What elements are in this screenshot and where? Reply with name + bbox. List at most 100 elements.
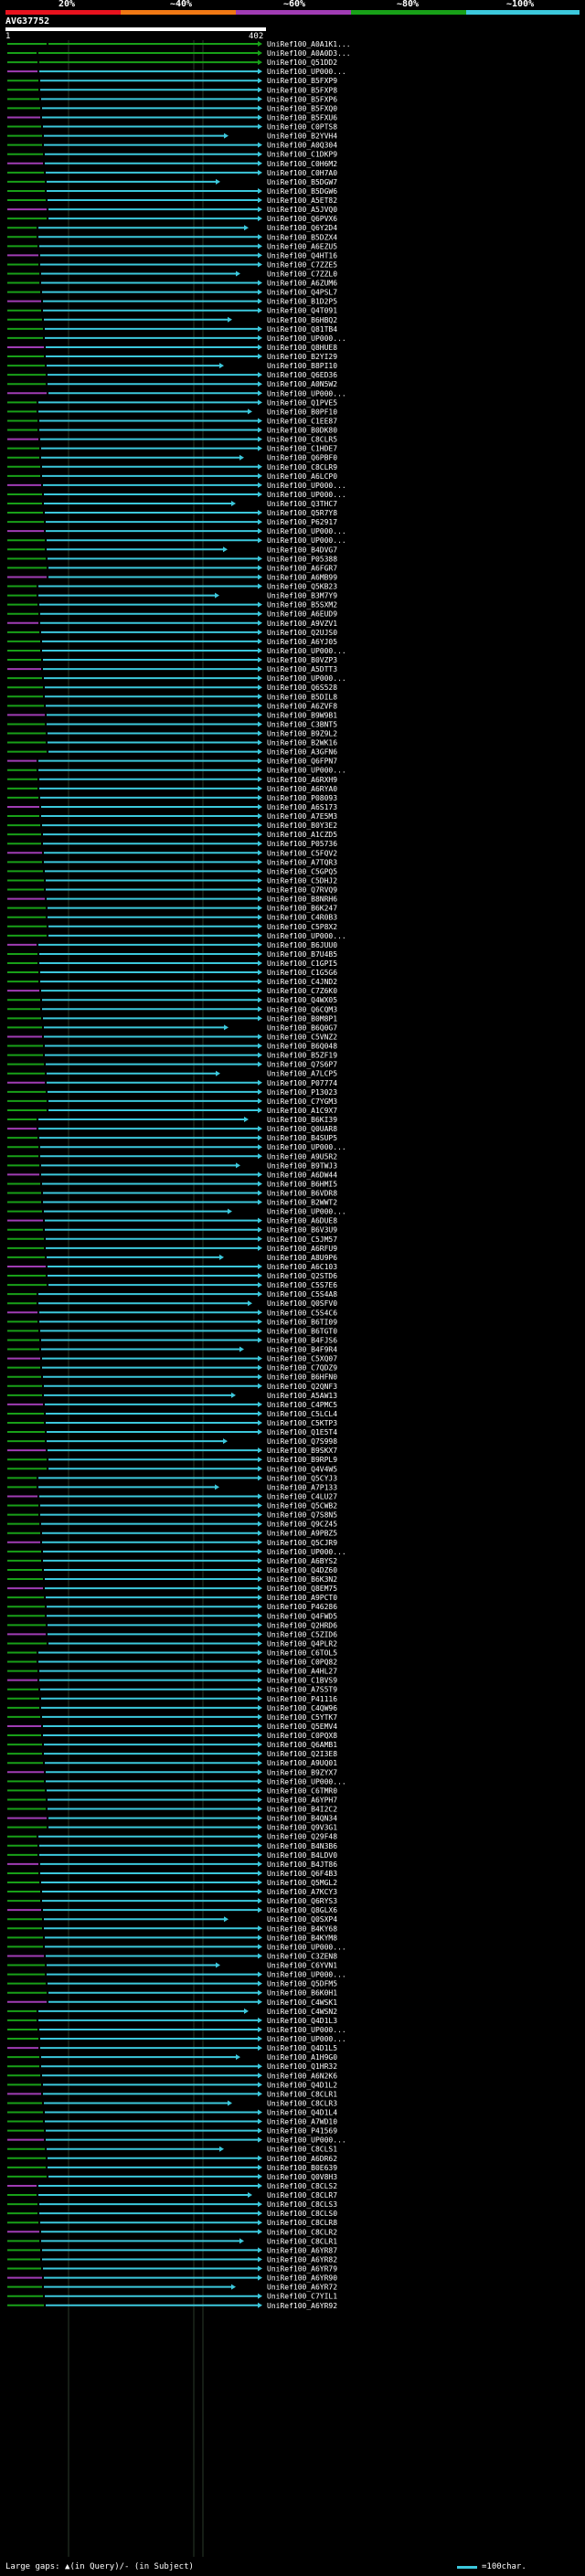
hit-row: UniRef100_C4JND2: [7, 978, 337, 986]
hit-arrow: [258, 1585, 262, 1592]
hit-row: UniRef100_Q4V4W5: [7, 1465, 337, 1473]
hit-arrow: [258, 482, 262, 488]
hit-label: UniRef100_B0M8P1: [267, 1014, 337, 1023]
hit-label: UniRef100_C0H6M2: [267, 160, 337, 168]
hit-arrow: [258, 1898, 262, 1904]
hit-row: UniRef100_B5DZX4: [7, 233, 337, 241]
hit-label: UniRef100_B5FXP6: [267, 95, 337, 103]
hit-arrow: [258, 187, 262, 194]
hit-row: UniRef100_B6HFN0: [7, 1373, 337, 1382]
hit-row: UniRef100_C6TOL5: [7, 1649, 337, 1658]
hit-row: UniRef100_UP000...: [7, 2035, 346, 2043]
hit-arrow: [258, 979, 262, 985]
hit-row: UniRef100_B6K247: [7, 905, 337, 913]
hit-arrow: [258, 2082, 262, 2088]
hit-row: UniRef100_Q8EM75: [7, 1585, 337, 1593]
hit-label: UniRef100_A6RFU9: [267, 1245, 337, 1253]
hit-arrow: [258, 2063, 262, 2070]
hit-arrow: [258, 334, 262, 341]
hit-arrow: [258, 280, 262, 286]
hit-row: UniRef100_A7WD10: [7, 2118, 337, 2126]
hit-arrow: [258, 886, 262, 893]
hit-row: UniRef100_C0PTS8: [7, 123, 337, 132]
hit-label: UniRef100_C8CLS2: [267, 2182, 337, 2190]
hit-arrow: [236, 2054, 240, 2061]
legend-label-60: ~60%: [283, 0, 306, 9]
hit-arrow: [258, 1548, 262, 1554]
hit-row: UniRef100_C7YIL1: [7, 2293, 337, 2301]
hit-label: UniRef100_A7WD10: [267, 2118, 337, 2126]
hit-arrow: [258, 1364, 262, 1371]
hit-label: UniRef100_UP000...: [267, 68, 346, 76]
hit-arrow: [231, 1392, 236, 1398]
hit-arrow: [258, 1686, 262, 1692]
hit-row: UniRef100_Q0SXP4: [7, 1915, 337, 1924]
hit-row: UniRef100_C5S7E6: [7, 1281, 337, 1289]
hit-label: UniRef100_C1G5G6: [267, 969, 337, 977]
hit-arrow: [258, 2210, 262, 2217]
hit-label: UniRef100_A1CZD5: [267, 831, 337, 839]
hit-row: UniRef100_A6DW44: [7, 1171, 337, 1179]
hit-row: UniRef100_C5VNZ2: [7, 1033, 337, 1041]
hit-arrow: [258, 1511, 262, 1518]
hit-row: UniRef100_UP000...: [7, 1143, 346, 1151]
hit-arrow: [223, 546, 228, 553]
hit-arrow: [258, 703, 262, 709]
hit-label: UniRef100_B4LDV0: [267, 1851, 337, 1860]
hit-row: UniRef100_C1HDE7: [7, 445, 337, 453]
hit-arrow: [258, 1815, 262, 1821]
hit-arrow: [248, 2192, 252, 2199]
hit-label: UniRef100_B4N3B6: [267, 1842, 337, 1850]
hit-label: UniRef100_UP000...: [267, 1971, 346, 1979]
hit-label: UniRef100_A6YR90: [267, 2274, 337, 2283]
hit-row: UniRef100_Q6AMB1: [7, 1741, 337, 1749]
hit-row: UniRef100_A0Q304: [7, 142, 337, 150]
hit-arrow: [258, 2109, 262, 2115]
hit-row: UniRef100_Q7S8N5: [7, 1511, 337, 1520]
hit-row: UniRef100_B2YVH4: [7, 133, 337, 141]
hit-label: UniRef100_B1D2P5: [267, 298, 337, 306]
hit-row: UniRef100_P46286: [7, 1603, 337, 1611]
hit-row: UniRef100_B9RPL9: [7, 1456, 337, 1464]
hit-row: UniRef100_A1C9X7: [7, 1107, 337, 1115]
hit-row: UniRef100_C8CLR3: [7, 2099, 337, 2107]
hit-label: UniRef100_C5VNZ2: [267, 1033, 337, 1041]
hit-arrow: [258, 1355, 262, 1362]
hit-row: UniRef100_B6JUU0: [7, 941, 337, 949]
hit-row: UniRef100_B4KYM8: [7, 1934, 337, 1942]
hit-row: UniRef100_C8CLS1: [7, 2146, 337, 2154]
hit-label: UniRef100_C8CLR2: [267, 2228, 337, 2236]
hit-row: UniRef100_A6LCP0: [7, 472, 337, 481]
hit-arrow: [258, 2182, 262, 2189]
hit-arrow: [258, 1806, 262, 1812]
hit-row: UniRef100_A6DUE8: [7, 1217, 337, 1225]
hit-arrow: [258, 1668, 262, 1674]
hit-row: UniRef100_B4QN34: [7, 1815, 337, 1823]
hit-row: UniRef100_C5S4C6: [7, 1309, 337, 1317]
hit-row: UniRef100_B4FJS6: [7, 1336, 337, 1344]
hit-arrow: [258, 721, 262, 727]
hit-label: UniRef100_C7ZZE5: [267, 260, 337, 269]
hit-arrow: [258, 1235, 262, 1242]
hit-label: UniRef100_C6YVN1: [267, 1962, 337, 1970]
hit-row: UniRef100_A3GFN6: [7, 748, 337, 757]
hit-arrow: [258, 69, 262, 75]
hit-arrow: [258, 941, 262, 948]
hit-label: UniRef100_B4KYM8: [267, 1934, 337, 1942]
hit-row: UniRef100_A7LCP5: [7, 1070, 337, 1078]
hit-label: UniRef100_B4QN34: [267, 1815, 337, 1823]
hit-row: UniRef100_Q1E5T4: [7, 1428, 337, 1436]
hit-label: UniRef100_Q6PVX6: [267, 215, 337, 223]
hit-arrow: [239, 1346, 244, 1352]
hit-row: UniRef100_Q29F48: [7, 1833, 337, 1841]
hit-arrow: [236, 270, 240, 277]
hit-label: UniRef100_A6YPH7: [267, 1796, 337, 1804]
hit-row: UniRef100_C8CLR9: [7, 463, 337, 472]
hit-label: UniRef100_C4LU27: [267, 1492, 337, 1500]
hit-row: UniRef100_Q1HR32: [7, 2062, 337, 2071]
legend-seg-red: [5, 10, 121, 15]
hit-arrow: [258, 583, 262, 589]
hit-arrow: [258, 950, 262, 957]
hit-row: UniRef100_C3ZEN8: [7, 1952, 337, 1960]
hit-row: UniRef100_A6ZVF8: [7, 702, 337, 710]
